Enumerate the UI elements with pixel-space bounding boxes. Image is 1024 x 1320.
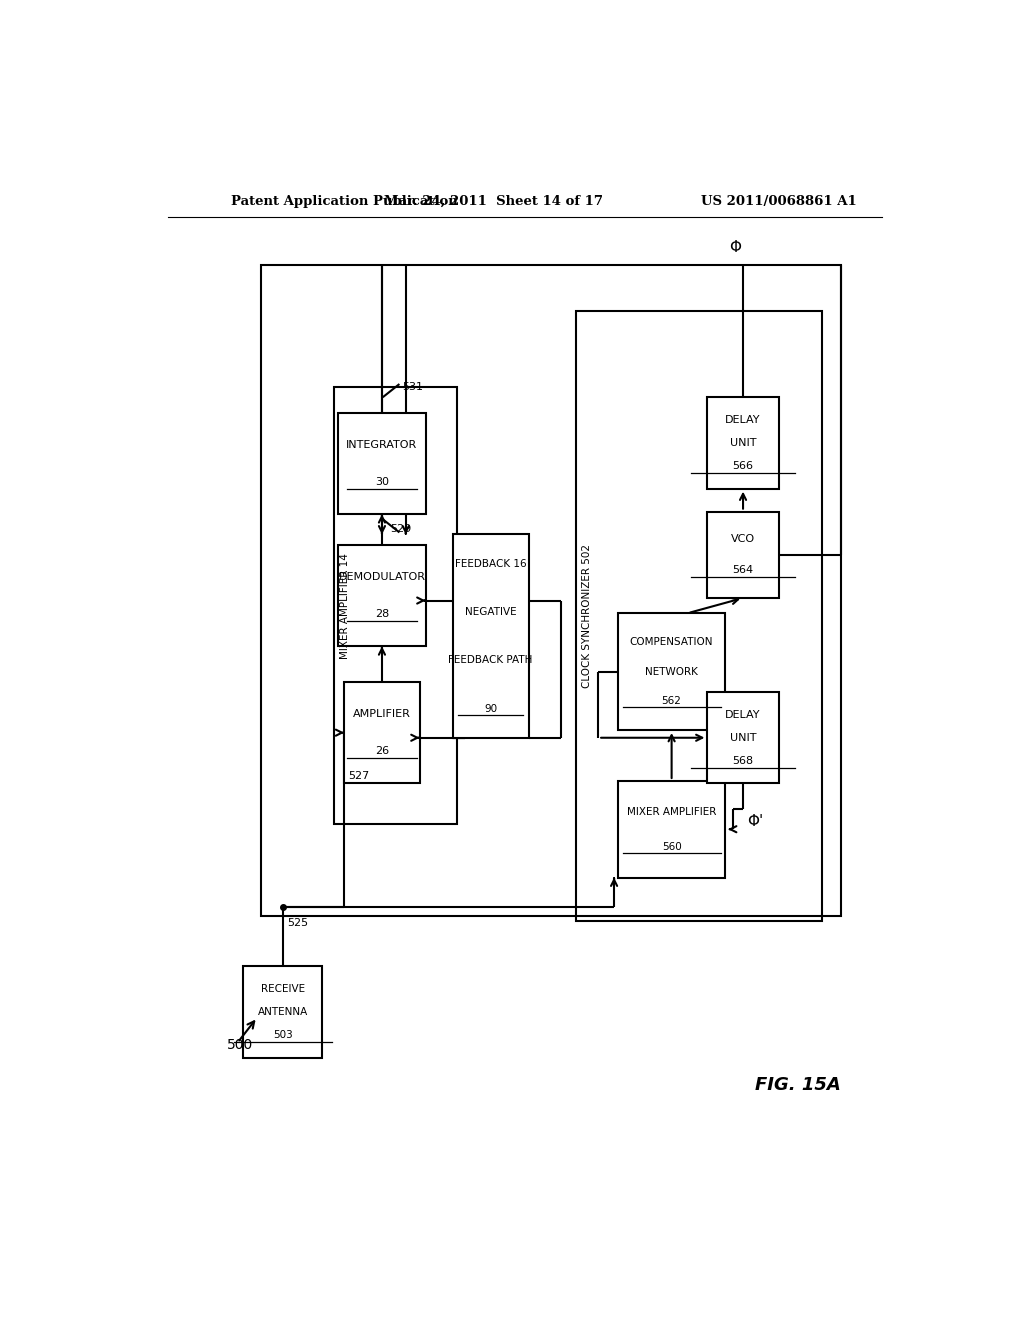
Text: DELAY: DELAY — [725, 414, 761, 425]
Text: 500: 500 — [227, 1038, 254, 1052]
Text: 90: 90 — [484, 704, 498, 714]
Bar — [338, 413, 426, 515]
Text: DELAY: DELAY — [725, 710, 761, 719]
Bar — [708, 512, 778, 598]
Text: 527: 527 — [348, 771, 370, 781]
Text: VCO: VCO — [731, 535, 755, 544]
Text: 525: 525 — [288, 917, 308, 928]
Text: RECEIVE: RECEIVE — [261, 985, 305, 994]
Bar — [261, 265, 841, 916]
Bar — [243, 966, 323, 1057]
Text: INTEGRATOR: INTEGRATOR — [346, 440, 418, 450]
Bar — [344, 682, 420, 784]
Text: 531: 531 — [401, 381, 423, 392]
Bar — [618, 781, 725, 878]
Text: MIXER AMPLIFIER: MIXER AMPLIFIER — [627, 807, 717, 817]
Text: 560: 560 — [662, 842, 682, 851]
Text: UNIT: UNIT — [730, 733, 757, 743]
Text: NEGATIVE: NEGATIVE — [465, 607, 516, 616]
Bar — [618, 614, 725, 730]
Text: Φ: Φ — [729, 240, 741, 255]
Text: FEEDBACK PATH: FEEDBACK PATH — [449, 655, 532, 665]
Bar — [334, 387, 458, 824]
Text: US 2011/0068861 A1: US 2011/0068861 A1 — [700, 194, 857, 207]
Text: Mar. 24, 2011  Sheet 14 of 17: Mar. 24, 2011 Sheet 14 of 17 — [384, 194, 602, 207]
Text: CLOCK SYNCHRONIZER 502: CLOCK SYNCHRONIZER 502 — [583, 544, 593, 688]
Text: 503: 503 — [272, 1030, 293, 1040]
Text: 564: 564 — [732, 565, 754, 576]
Text: NETWORK: NETWORK — [645, 667, 698, 677]
Bar — [708, 397, 778, 488]
Text: UNIT: UNIT — [730, 438, 757, 447]
Text: FEEDBACK 16: FEEDBACK 16 — [455, 558, 526, 569]
Bar — [577, 312, 822, 921]
Text: 30: 30 — [375, 477, 389, 487]
Text: AMPLIFIER: AMPLIFIER — [353, 709, 411, 719]
Text: 28: 28 — [375, 609, 389, 619]
Bar — [338, 545, 426, 647]
Text: 562: 562 — [662, 696, 682, 706]
Text: DEMODULATOR: DEMODULATOR — [339, 572, 425, 582]
Text: 566: 566 — [732, 461, 754, 471]
Text: ANTENNA: ANTENNA — [258, 1007, 308, 1018]
Text: Φ': Φ' — [748, 814, 763, 829]
Text: 529: 529 — [390, 524, 412, 535]
Text: COMPENSATION: COMPENSATION — [630, 638, 714, 648]
Text: 568: 568 — [732, 755, 754, 766]
Bar — [453, 535, 528, 738]
Text: 26: 26 — [375, 746, 389, 756]
Text: MIXER AMPLIFIER 14: MIXER AMPLIFIER 14 — [340, 553, 350, 659]
Text: Patent Application Publication: Patent Application Publication — [231, 194, 458, 207]
Bar — [708, 692, 778, 784]
Text: FIG. 15A: FIG. 15A — [755, 1076, 841, 1094]
